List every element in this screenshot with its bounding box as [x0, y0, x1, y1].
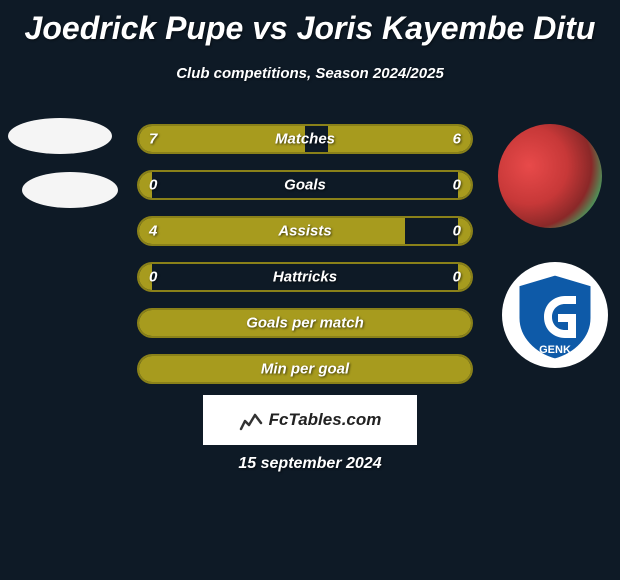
stat-row-goals: 00Goals	[137, 170, 473, 200]
stat-row-assists: 40Assists	[137, 216, 473, 246]
date-text: 15 september 2024	[0, 455, 620, 473]
stat-row-min-per-goal: Min per goal	[137, 354, 473, 384]
brand-text: FcTables.com	[269, 410, 382, 430]
stat-label: Hattricks	[139, 269, 471, 286]
player-right-avatar	[498, 124, 602, 228]
stat-label: Min per goal	[139, 361, 471, 378]
stat-row-matches: 76Matches	[137, 124, 473, 154]
subtitle: Club competitions, Season 2024/2025	[0, 65, 620, 82]
stats-bars: 76Matches 00Goals 40Assists 00Hattricks Goal…	[137, 124, 473, 400]
stat-label: Matches	[139, 131, 471, 148]
stat-row-goals-per-match: Goals per match	[137, 308, 473, 338]
brand-box[interactable]: FcTables.com	[203, 395, 417, 445]
stat-label: Goals	[139, 177, 471, 194]
page-title: Joedrick Pupe vs Joris Kayembe Ditu	[0, 0, 620, 47]
stat-label: Assists	[139, 223, 471, 240]
stat-row-hattricks: 00Hattricks	[137, 262, 473, 292]
brand-icon	[239, 409, 263, 431]
player-left-avatar	[8, 118, 112, 154]
club-left-logo	[22, 172, 118, 208]
club-right-name: GENK	[539, 344, 571, 356]
stat-label: Goals per match	[139, 315, 471, 332]
club-right-logo: GENK	[500, 260, 610, 370]
